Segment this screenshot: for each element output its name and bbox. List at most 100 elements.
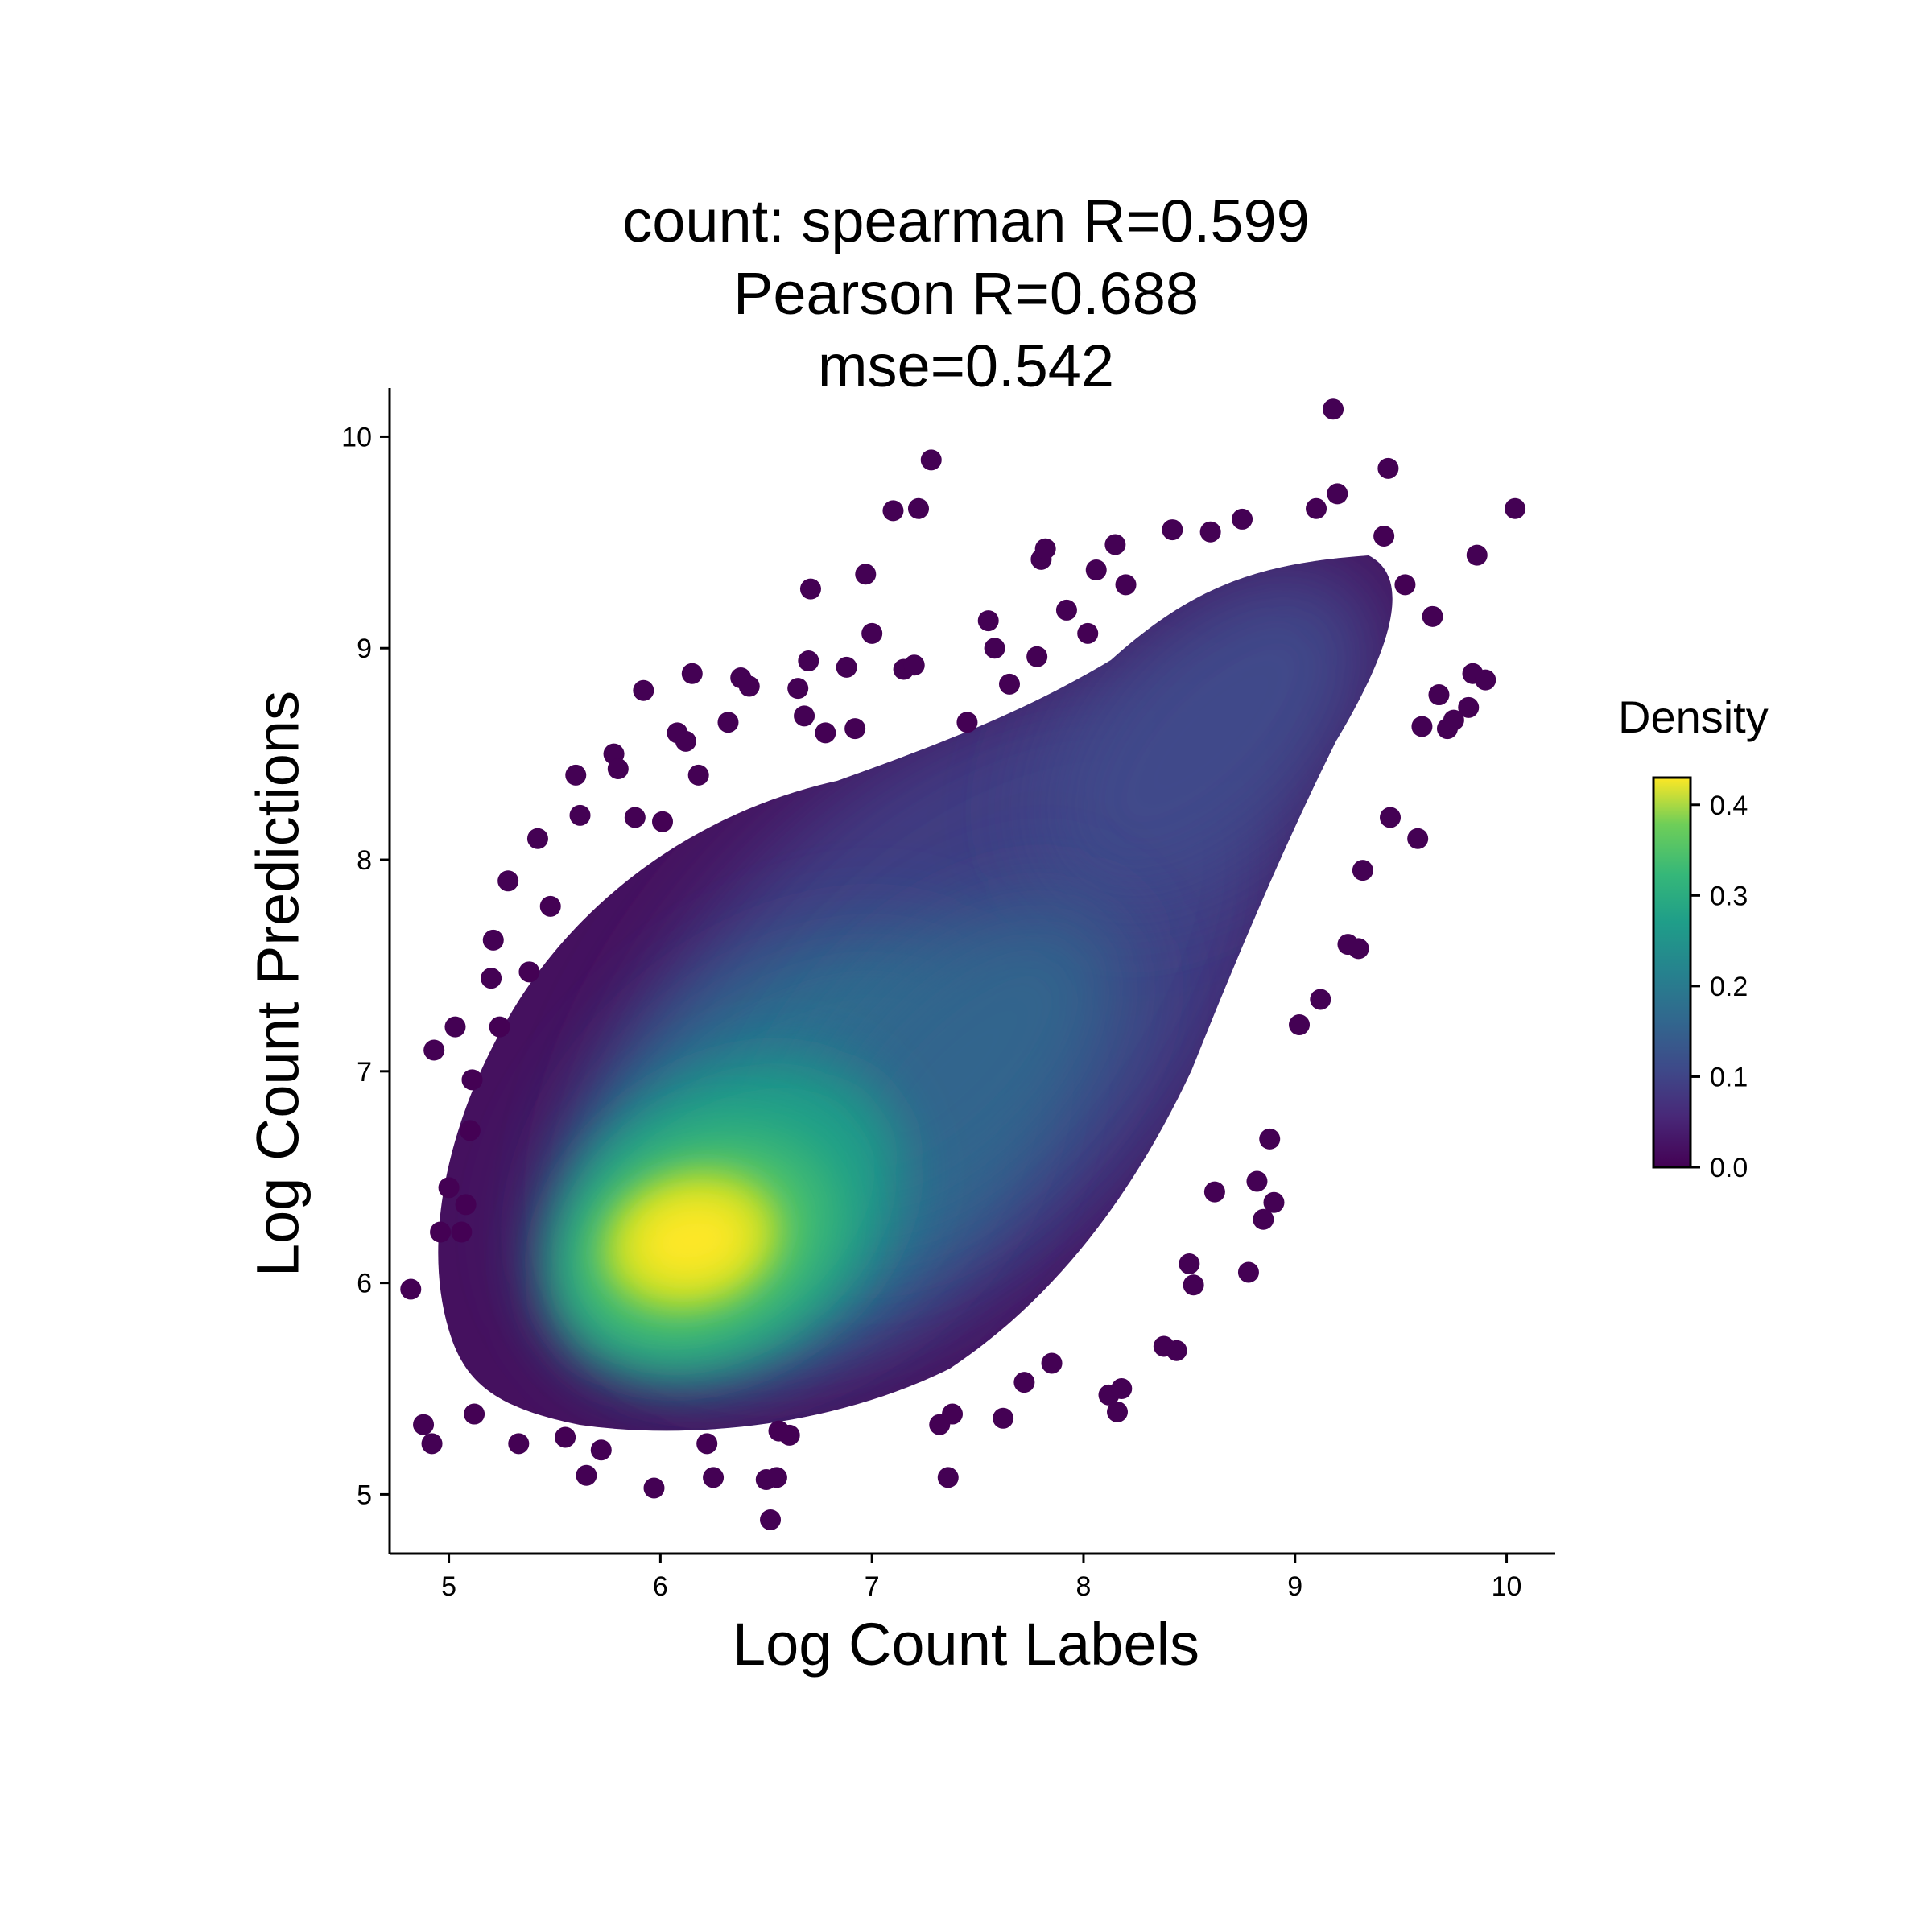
data-point [1327,483,1348,505]
data-point [526,828,548,849]
colorbar [1652,776,1692,1169]
data-point [903,654,925,676]
data-point [1166,1340,1187,1361]
data-point [798,650,819,672]
data-point [1107,1401,1129,1422]
y-tick-label: 9 [357,634,372,664]
data-point [481,968,502,989]
data-point [430,1221,452,1243]
data-point [717,712,739,733]
y-ticks: 5 6 7 8 9 10 [341,422,390,1510]
data-point [1115,574,1137,596]
data-point [1259,1128,1281,1150]
data-point [1475,669,1496,691]
data-point [1111,1378,1133,1400]
data-point [942,1403,964,1425]
data-point [438,1177,460,1199]
data-point [920,449,942,471]
data-point [1323,398,1344,420]
data-point [1013,1372,1035,1393]
data-point [794,705,815,727]
x-tick-label: 7 [865,1571,880,1602]
y-tick-label: 8 [357,845,372,876]
data-point [1183,1274,1204,1296]
data-point [1203,1181,1225,1203]
data-point [1394,574,1416,596]
data-point [482,929,504,951]
data-point [1055,599,1077,621]
title-line-2: Pearson R=0.688 [733,260,1199,327]
data-point [675,730,696,752]
y-tick-label: 6 [357,1269,372,1299]
data-point [836,656,857,678]
data-point [652,811,674,832]
data-point [907,497,929,519]
data-point [576,1464,597,1486]
data-point [1246,1170,1268,1192]
data-point [1428,684,1450,706]
colorbar-tick-label: 0.4 [1710,791,1748,821]
data-point [1034,538,1056,559]
y-tick-label: 10 [341,422,372,452]
x-axis-label: Log Count Labels [732,1611,1200,1678]
density-blob [636,1199,749,1282]
data-point [1237,1261,1259,1283]
data-point [539,895,561,917]
data-point [1306,497,1327,519]
data-point [993,1407,1014,1429]
data-point [489,1016,510,1038]
data-point [643,1477,665,1499]
y-tick-label: 5 [357,1480,372,1510]
data-point [687,764,709,786]
title-line-3: mse=0.542 [817,332,1115,399]
colorbar-tick-label: 0.1 [1710,1062,1748,1092]
y-tick-label: 7 [357,1057,372,1088]
colorbar-ticks: 0.0 0.1 0.2 0.3 0.4 [1690,791,1748,1183]
data-point [1380,807,1402,828]
data-point [421,1433,443,1455]
data-point [508,1433,530,1455]
colorbar-tick-label: 0.2 [1710,972,1748,1002]
data-point [681,663,703,684]
data-point [624,807,646,828]
data-point [1199,521,1221,543]
data-point [1232,508,1253,530]
data-point [1411,716,1433,737]
data-point [882,500,904,522]
data-point [1310,989,1331,1010]
data-point [423,1039,445,1061]
data-point [455,1194,477,1216]
scatter-points [400,398,1526,1530]
data-point [703,1467,724,1488]
data-point [1104,534,1126,555]
data-point [855,564,877,585]
x-tick-label: 6 [653,1571,668,1602]
data-point [861,622,883,644]
data-point [400,1278,422,1300]
title-line-1: count: spearman R=0.599 [622,188,1310,254]
data-point [569,804,591,826]
data-point [1263,1191,1285,1213]
y-axis-label: Log Count Predictions [244,690,312,1278]
data-point [984,638,1005,659]
data-point [633,679,654,701]
x-tick-label: 9 [1287,1571,1302,1602]
data-point [497,870,519,892]
data-point [1348,938,1369,960]
colorbar-label: Density [1618,691,1769,742]
data-point [1466,544,1488,566]
data-point [766,1467,787,1488]
data-point [590,1439,612,1461]
data-point [1085,559,1107,581]
data-point [1289,1014,1311,1036]
x-ticks: 5 6 7 8 9 10 [441,1554,1521,1602]
data-point [738,675,760,697]
colorbar-tick-label: 0.3 [1710,881,1748,911]
data-point [1253,1208,1274,1230]
data-point [937,1467,959,1488]
data-point [696,1433,718,1455]
data-point [1505,497,1526,519]
data-point [977,610,999,632]
data-point [565,764,587,786]
